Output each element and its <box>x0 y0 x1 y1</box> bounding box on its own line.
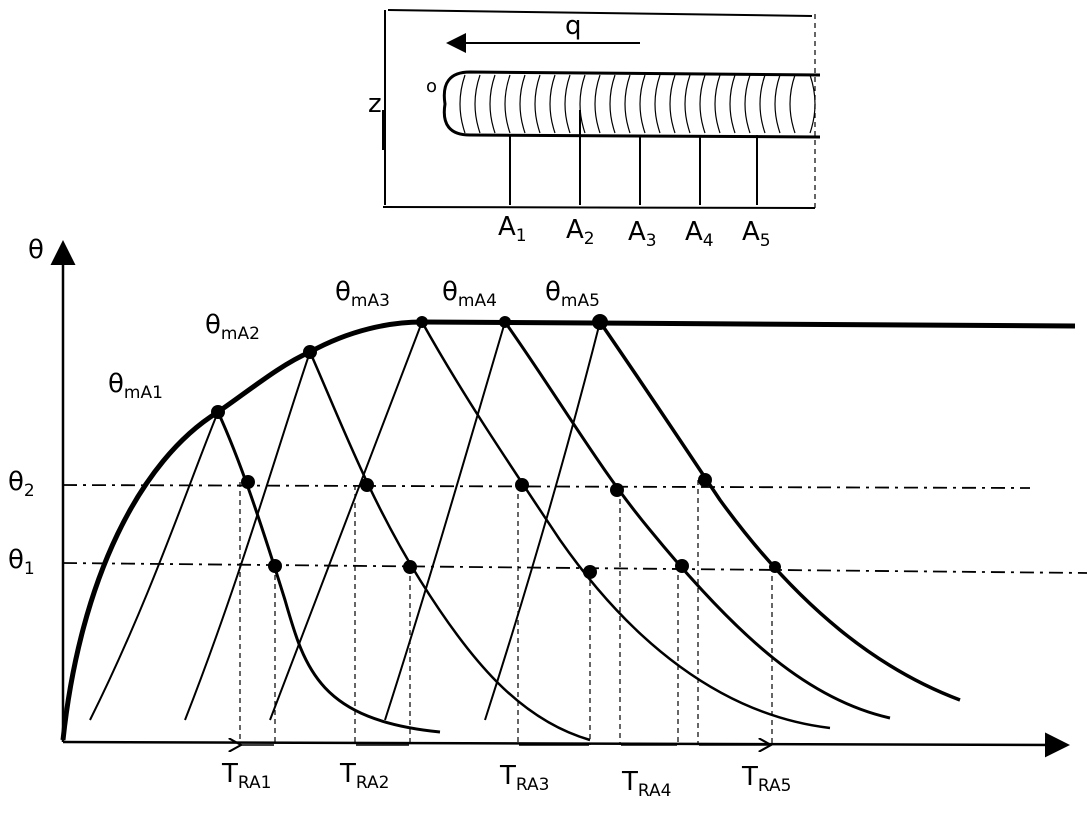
position-label: A1 <box>498 212 527 246</box>
time-label-sub: RA3 <box>516 775 550 795</box>
time-label-sub: RA2 <box>356 773 390 793</box>
position-label-sub: 4 <box>703 231 714 251</box>
position-label-sub: 5 <box>760 231 771 251</box>
maximum-label: θmA2 <box>205 310 260 344</box>
level-label-main: θ <box>8 467 24 497</box>
weld-sketch: q z o A1 A2 A3 A4 A5 <box>368 9 821 251</box>
time-label-main: T <box>499 761 516 791</box>
maximum-label: θmA3 <box>335 277 390 311</box>
position-label-main: A <box>685 217 703 247</box>
maximum-label-main: θ <box>108 369 124 399</box>
position-label: A2 <box>566 215 595 249</box>
position-label: A5 <box>742 217 771 251</box>
time-label-sub: RA5 <box>758 776 792 796</box>
q-label: q <box>565 11 582 41</box>
maximum-label-main: θ <box>205 310 221 340</box>
maximum-label-main: θ <box>545 277 561 307</box>
position-label-main: A <box>628 217 646 247</box>
time-label-sub: RA4 <box>638 781 672 801</box>
maximum-label: θmA1 <box>108 369 163 403</box>
maximum-label-main: θ <box>442 277 458 307</box>
position-label-main: A <box>742 217 760 247</box>
time-label-sub: RA1 <box>238 773 272 793</box>
level-label: θ2 <box>8 467 35 501</box>
time-label-main: T <box>741 762 758 792</box>
time-label-main: T <box>339 759 356 789</box>
maximum-label: θmA4 <box>442 277 497 311</box>
level-label-sub: 2 <box>24 481 35 501</box>
time-label: TRA1 <box>221 759 271 793</box>
maximum-label: θmA5 <box>545 277 600 311</box>
position-label-sub: 3 <box>646 231 657 251</box>
position-label: A3 <box>628 217 657 251</box>
time-label: TRA3 <box>499 761 549 795</box>
level-label: θ1 <box>8 545 35 579</box>
position-label-main: A <box>498 212 516 242</box>
maximum-label-sub: mA4 <box>458 291 497 311</box>
time-label-main: T <box>221 759 238 789</box>
time-label: TRA4 <box>621 767 671 801</box>
level-label-sub: 1 <box>24 559 35 579</box>
maximum-label-sub: mA1 <box>124 383 163 403</box>
maximum-label-sub: mA3 <box>351 291 390 311</box>
maximum-label-sub: mA5 <box>561 291 600 311</box>
z-label: z <box>368 89 382 119</box>
time-label: TRA2 <box>339 759 389 793</box>
position-label-sub: 2 <box>584 229 595 249</box>
position-label: A4 <box>685 217 714 251</box>
time-label: TRA5 <box>741 762 791 796</box>
time-label-main: T <box>621 767 638 797</box>
position-label-main: A <box>566 215 584 245</box>
maximum-label-main: θ <box>335 277 351 307</box>
level-label-main: θ <box>8 545 24 575</box>
origin-label: o <box>426 76 437 97</box>
position-label-sub: 1 <box>516 226 527 246</box>
maximum-label-sub: mA2 <box>221 324 260 344</box>
y-axis-label: θ <box>28 235 44 265</box>
